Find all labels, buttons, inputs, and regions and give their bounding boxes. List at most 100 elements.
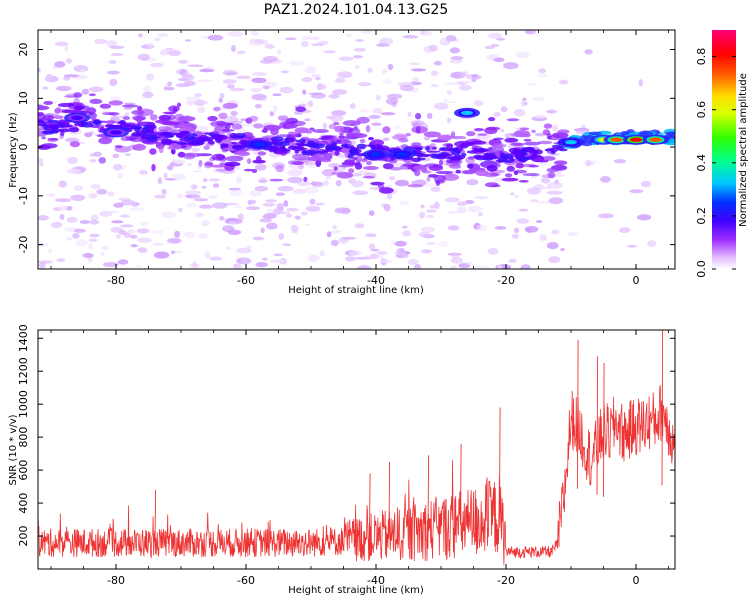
heatmap-speckle <box>88 86 104 93</box>
heatmap-speckle <box>527 82 538 86</box>
heatmap-speckle <box>121 199 136 206</box>
heatmap-speckle <box>300 40 309 48</box>
heatmap-speckle <box>112 163 123 171</box>
heatmap-speckle <box>546 109 557 114</box>
heatmap-speckle <box>75 239 88 247</box>
snr-x-tick-label: -40 <box>367 574 385 587</box>
heatmap-band-blob <box>132 146 141 151</box>
heatmap-band-blob <box>356 161 361 165</box>
heatmap-speckle <box>552 124 558 132</box>
heatmap-speckle <box>252 236 264 241</box>
heatmap-speckle <box>219 92 225 99</box>
heatmap-band-blob <box>158 145 164 154</box>
heatmap-speckle <box>93 151 102 157</box>
heatmap-band-blob <box>465 131 476 137</box>
heatmap-speckle <box>192 261 197 269</box>
heatmap-band-blob <box>473 128 485 132</box>
heatmap-speckle <box>194 99 206 107</box>
heatmap-band-blob <box>553 160 568 166</box>
heatmap-speckle <box>509 192 515 196</box>
heatmap-speckle <box>47 248 53 254</box>
heatmap-speckle <box>173 159 186 165</box>
spectrogram-x-tick-label: 0 <box>633 274 640 287</box>
heatmap-band-blob <box>87 109 97 113</box>
heatmap-speckle <box>275 192 286 196</box>
heatmap-ridge-blob <box>432 147 437 150</box>
spectrogram-frame <box>37 29 676 270</box>
heatmap-speckle <box>138 170 148 175</box>
heatmap-band-blob <box>435 181 440 187</box>
heatmap-speckle <box>233 205 242 209</box>
heatmap-ridge-blob <box>315 150 323 154</box>
heatmap-speckle <box>159 49 170 56</box>
heatmap-speckle <box>449 47 460 54</box>
heatmap-hotspot <box>610 137 623 142</box>
heatmap-speckle <box>349 250 362 256</box>
heatmap-band-blob <box>213 106 221 112</box>
snr-spike <box>499 407 501 513</box>
heatmap-band-blob <box>263 124 282 131</box>
heatmap-speckle <box>456 207 467 214</box>
spectrogram-x-tick-label: -20 <box>497 274 515 287</box>
heatmap-speckle <box>165 47 174 51</box>
heatmap-speckle <box>185 96 200 101</box>
heatmap-band-blob <box>475 170 490 177</box>
heatmap-speckle <box>300 36 316 41</box>
heatmap-band-blob <box>135 115 144 123</box>
heatmap-speckle <box>321 168 336 177</box>
heatmap-band-blob <box>442 173 460 181</box>
heatmap-speckle <box>286 213 293 218</box>
heatmap-speckle <box>467 205 483 213</box>
heatmap-speckle <box>307 161 316 169</box>
heatmap-speckle <box>423 45 434 54</box>
heatmap-band-blob <box>161 121 180 126</box>
spectrogram-y-tick-label: 20 <box>17 43 30 57</box>
spectrogram-y-tick-label: 0 <box>17 144 30 151</box>
snr-spike <box>427 455 430 530</box>
heatmap-speckle <box>368 114 381 119</box>
heatmap-speckle <box>376 251 388 255</box>
heatmap-hotspot <box>396 152 408 157</box>
heatmap-speckle <box>137 53 150 61</box>
heatmap-speckle <box>636 214 652 221</box>
heatmap-speckle <box>63 74 80 78</box>
heatmap-speckle <box>135 202 140 206</box>
heatmap-band-blob <box>255 155 262 163</box>
heatmap-band-blob <box>246 158 252 165</box>
heatmap-speckle <box>511 233 519 239</box>
heatmap-speckle <box>407 258 419 265</box>
heatmap-speckle <box>390 239 396 246</box>
heatmap-speckle <box>370 249 380 252</box>
heatmap-speckle <box>458 84 472 91</box>
heatmap-speckle <box>413 264 422 269</box>
heatmap-speckle <box>508 259 517 263</box>
heatmap-speckle <box>375 94 381 101</box>
snr-panel: -80 -60 -40 -20 0 200 400 600 800 1000 1200 1400 He… <box>8 324 676 596</box>
heatmap-band-blob <box>82 105 90 111</box>
heatmap-band-blob <box>522 173 540 177</box>
heatmap-speckle <box>399 84 414 91</box>
heatmap-band-blob <box>104 136 115 141</box>
heatmap-speckle <box>184 80 196 86</box>
heatmap-speckle <box>199 68 215 73</box>
heatmap-speckle <box>386 93 403 99</box>
heatmap-speckle <box>125 153 132 156</box>
heatmap-speckle <box>80 68 86 73</box>
heatmap-speckle <box>262 56 279 63</box>
heatmap-speckle <box>259 177 267 184</box>
heatmap-speckle <box>254 164 267 171</box>
heatmap-speckle <box>254 185 268 192</box>
heatmap-band-blob <box>427 174 438 178</box>
heatmap-speckle <box>194 93 202 97</box>
heatmap-ridge-blob <box>415 147 422 151</box>
heatmap-band-blob <box>446 159 454 164</box>
heatmap-band-blob <box>323 152 333 161</box>
heatmap-speckle <box>154 194 167 199</box>
heatmap-band-blob <box>108 100 124 106</box>
heatmap-speckle <box>142 91 154 99</box>
heatmap-ridge-blob <box>368 144 375 147</box>
heatmap-speckle <box>494 226 507 230</box>
heatmap-ridge-blob <box>179 138 187 142</box>
heatmap-speckle <box>52 65 58 69</box>
colorbar-gradient <box>712 30 736 269</box>
